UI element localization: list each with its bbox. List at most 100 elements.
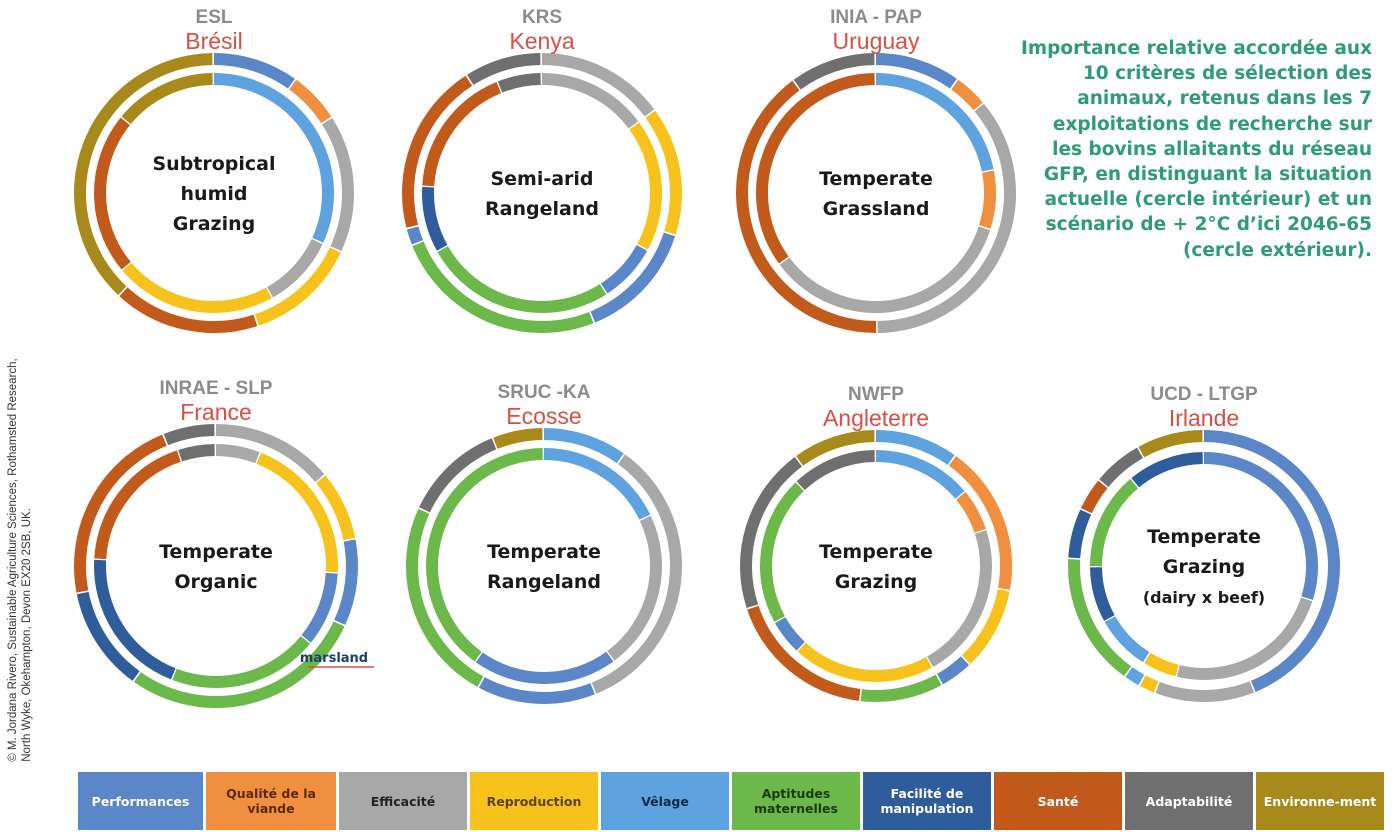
biome-label: Temperate	[1147, 526, 1261, 548]
biome-label: Grazing	[835, 571, 918, 593]
inner-ring-segment-efficacite	[541, 73, 639, 129]
legend-item-facilite: Facilité de manipulation	[863, 772, 991, 830]
farm-code: KRS	[522, 7, 562, 28]
outer-ring-segment-sante	[1080, 480, 1108, 514]
legend-item-reproduction: Reproduction	[470, 772, 598, 830]
inner-ring-segment-aptitudes	[760, 482, 804, 622]
inner-ring-segment-facilite	[422, 186, 448, 251]
country-name: Uruguay	[833, 28, 920, 54]
legend-item-qualite: Qualité de la viande	[206, 772, 336, 830]
biome-label: Rangeland	[485, 198, 599, 220]
outer-ring-segment-sante	[74, 434, 167, 593]
inner-ring-segment-performances	[475, 651, 614, 684]
inner-ring-segment-efficacite	[215, 444, 260, 464]
country-name: Brésil	[185, 28, 243, 54]
inner-ring-segment-aptitudes	[172, 636, 311, 688]
outer-ring-segment-environnement	[796, 430, 875, 466]
inner-ring-segment-efficacite	[607, 515, 662, 661]
inner-ring-segment-adaptabilite	[178, 444, 215, 462]
outer-ring-segment-qualite	[948, 455, 1012, 590]
inner-ring-segment-reproduction	[256, 452, 338, 573]
outer-ring-segment-adaptabilite	[740, 456, 802, 609]
farm-code: INRAE - SLP	[160, 378, 273, 399]
biome-label: Subtropical	[152, 153, 275, 175]
biome-label: (dairy x beef)	[1143, 588, 1265, 607]
outer-ring-segment-adaptabilite	[466, 53, 541, 85]
credit-line-1: © M. Jordana Rivero, Sustainable Agricul…	[7, 358, 19, 762]
outer-ring-segment-performances	[213, 53, 295, 89]
outer-ring-segment-performances	[334, 539, 358, 625]
biome-label: Temperate	[819, 168, 933, 190]
inner-ring-segment-environnement	[121, 73, 213, 125]
biome-label: Temperate	[487, 541, 601, 563]
inner-ring-segment-sante	[756, 73, 875, 264]
outer-ring-segment-efficacite	[215, 424, 325, 483]
country-name: Ecosse	[506, 403, 581, 429]
inner-ring-segment-facilite	[94, 559, 176, 680]
outer-ring-segment-sante	[735, 80, 877, 333]
legend-item-aptitudes: Aptitudes maternelles	[732, 772, 860, 830]
biome-label: Organic	[174, 571, 257, 593]
inner-ring-segment-qualite	[956, 492, 986, 533]
outer-ring-segment-qualite	[289, 79, 332, 124]
outer-ring-segment-aptitudes	[1068, 559, 1132, 677]
farm-code: UCD - LTGP	[1150, 384, 1258, 405]
legend-item-environnement: Environne-ment	[1256, 772, 1384, 830]
inner-ring-segment-qualite	[979, 170, 996, 229]
inner-ring-segment-facilite	[1131, 452, 1203, 488]
outer-ring-segment-facilite	[76, 591, 140, 681]
country-name: Kenya	[509, 28, 574, 54]
outer-ring-segment-facilite	[1068, 509, 1092, 559]
outer-ring-segment-aptitudes	[406, 508, 484, 687]
outer-ring-segment-environnement	[493, 428, 543, 449]
outer-ring-segment-velage	[543, 428, 624, 464]
outer-ring-segment-performances	[406, 226, 424, 245]
country-name: Angleterre	[823, 405, 929, 431]
outer-ring-segment-aptitudes	[412, 241, 594, 333]
biome-label: Temperate	[819, 541, 933, 563]
outer-ring-segment-velage	[1125, 667, 1145, 686]
outer-ring-segment-efficacite	[1155, 681, 1255, 702]
outer-ring-segment-adaptabilite	[1099, 447, 1144, 488]
farm-code: ESL	[196, 7, 233, 28]
inner-ring-segment-efficacite	[1176, 597, 1313, 680]
inner-ring-segment-reproduction	[797, 642, 932, 682]
farm-code: NWFP	[848, 384, 904, 405]
inner-ring-segment-aptitudes	[1090, 479, 1139, 567]
outer-ring-segment-efficacite	[322, 117, 354, 252]
farm-code: INIA - PAP	[830, 7, 922, 28]
photo-credit: © M. Jordana Rivero, Sustainable Agricul…	[0, 0, 40, 832]
criteria-legend: Performances Qualité de la viande Efficaci…	[78, 772, 1384, 830]
outer-ring-segment-efficacite	[541, 53, 655, 117]
biome-label: Grassland	[823, 198, 930, 220]
inner-ring-segment-velage	[1104, 616, 1150, 663]
annotation-label: marsland	[300, 651, 368, 666]
country-name: France	[180, 399, 252, 425]
outer-ring-segment-reproduction	[316, 475, 356, 541]
outer-ring-segment-sante	[119, 287, 258, 333]
figure-caption: Importance relative accordée aux 10 crit…	[1020, 38, 1372, 261]
credit-line-2: North Wyke, Okehampton, Devon EX20 2SB, …	[21, 508, 33, 762]
inner-ring-segment-velage	[875, 450, 965, 499]
biome-label: Grazing	[173, 213, 256, 235]
outer-ring-segment-environnement	[74, 53, 213, 296]
legend-item-sante: Santé	[994, 772, 1122, 830]
inner-ring-segment-adaptabilite	[796, 450, 875, 491]
outer-ring-segment-qualite	[951, 79, 983, 111]
inner-ring-segment-efficacite	[267, 238, 323, 298]
inner-ring-segment-efficacite	[779, 226, 991, 313]
inner-ring-segment-aptitudes	[426, 448, 543, 662]
outer-ring-segment-sante	[402, 75, 473, 228]
inner-ring-segment-aptitudes	[437, 246, 607, 313]
country-name: Irlande	[1169, 405, 1239, 431]
inner-ring-segment-performances	[600, 244, 648, 294]
inner-ring-segment-velage	[875, 73, 994, 172]
